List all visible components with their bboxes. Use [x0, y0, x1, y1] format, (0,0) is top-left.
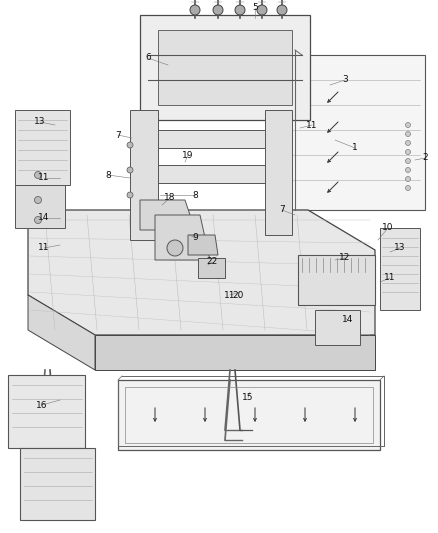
Text: 19: 19: [182, 150, 194, 159]
Polygon shape: [198, 258, 225, 278]
Text: 7: 7: [279, 206, 285, 214]
Polygon shape: [130, 130, 292, 148]
Text: 10: 10: [382, 223, 394, 232]
Circle shape: [167, 240, 183, 256]
Circle shape: [35, 197, 42, 204]
Text: 14: 14: [38, 214, 49, 222]
Text: 11: 11: [224, 290, 236, 300]
Text: 20: 20: [232, 290, 244, 300]
Circle shape: [127, 167, 133, 173]
Text: 5: 5: [252, 4, 258, 12]
Polygon shape: [270, 55, 425, 210]
Circle shape: [257, 5, 267, 15]
Circle shape: [406, 149, 410, 155]
Circle shape: [406, 176, 410, 182]
Circle shape: [277, 5, 287, 15]
Circle shape: [406, 132, 410, 136]
Polygon shape: [28, 210, 375, 335]
Polygon shape: [130, 110, 158, 240]
Polygon shape: [8, 375, 85, 448]
Text: 11: 11: [306, 120, 318, 130]
Text: 11: 11: [38, 174, 50, 182]
Text: 1: 1: [352, 143, 358, 152]
Polygon shape: [28, 295, 95, 370]
Circle shape: [406, 167, 410, 173]
Polygon shape: [15, 110, 70, 185]
Text: 15: 15: [242, 393, 254, 402]
Text: 8: 8: [105, 171, 111, 180]
Text: 7: 7: [115, 131, 121, 140]
Text: 8: 8: [192, 190, 198, 199]
Polygon shape: [95, 335, 375, 370]
Circle shape: [406, 123, 410, 127]
Text: 16: 16: [36, 400, 48, 409]
Polygon shape: [140, 15, 310, 120]
Polygon shape: [130, 165, 292, 183]
Text: 13: 13: [394, 244, 406, 253]
Circle shape: [406, 158, 410, 164]
Text: 9: 9: [192, 233, 198, 243]
Text: 6: 6: [145, 53, 151, 62]
Text: 14: 14: [343, 316, 354, 325]
Circle shape: [235, 5, 245, 15]
Text: 11: 11: [38, 244, 50, 253]
Text: 18: 18: [164, 193, 176, 203]
Text: 13: 13: [34, 117, 46, 126]
Circle shape: [406, 141, 410, 146]
Circle shape: [35, 172, 42, 179]
Circle shape: [406, 185, 410, 190]
Circle shape: [190, 5, 200, 15]
Text: 2: 2: [422, 154, 428, 163]
Text: 11: 11: [384, 273, 396, 282]
Circle shape: [35, 216, 42, 223]
Polygon shape: [265, 110, 292, 235]
Text: 12: 12: [339, 254, 351, 262]
Circle shape: [127, 192, 133, 198]
Polygon shape: [140, 200, 195, 230]
Circle shape: [213, 5, 223, 15]
Polygon shape: [20, 448, 95, 520]
Polygon shape: [158, 30, 292, 105]
Polygon shape: [298, 255, 375, 305]
Text: 3: 3: [342, 76, 348, 85]
Polygon shape: [315, 310, 360, 345]
Circle shape: [127, 142, 133, 148]
Text: 22: 22: [206, 257, 218, 266]
Polygon shape: [118, 380, 380, 450]
Polygon shape: [15, 185, 65, 228]
Polygon shape: [188, 235, 218, 255]
Polygon shape: [155, 215, 210, 260]
Polygon shape: [380, 228, 420, 310]
